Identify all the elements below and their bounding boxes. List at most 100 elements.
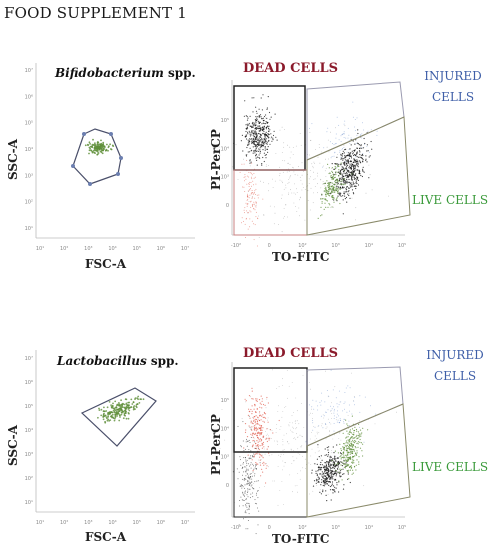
event-dot (321, 198, 323, 200)
event-dot (329, 466, 331, 468)
event-dot (255, 144, 257, 146)
event-dot (316, 484, 318, 486)
event-dot (349, 466, 351, 468)
y-tick-label: 10¹ (25, 226, 33, 232)
event-dot (355, 219, 356, 221)
event-dot (346, 161, 348, 163)
event-dot (119, 414, 121, 417)
event-dot (352, 140, 354, 142)
event-dot (247, 483, 249, 485)
event-dot (255, 494, 257, 496)
event-dot (251, 196, 253, 197)
event-dot (323, 183, 325, 185)
event-dot (336, 457, 338, 459)
event-dot (341, 155, 343, 157)
event-dot (343, 460, 345, 462)
event-dot (342, 180, 344, 182)
event-dot (349, 429, 351, 431)
event-dot (312, 399, 314, 401)
event-dot (246, 119, 249, 121)
event-dot (321, 459, 323, 461)
event-dot (333, 406, 334, 408)
event-dot (256, 480, 258, 482)
x-tick-label: -10² (231, 243, 241, 249)
event-dot (251, 130, 253, 132)
event-dot (338, 187, 340, 189)
event-dot (253, 420, 255, 422)
event-dot (356, 152, 358, 154)
event-dot (327, 451, 330, 454)
event-dot (325, 479, 327, 481)
event-dot (346, 450, 348, 452)
event-dot (323, 479, 325, 481)
event-dot (333, 460, 335, 462)
gate-handle[interactable] (88, 182, 92, 186)
event-dot (281, 126, 283, 128)
event-dot (336, 198, 338, 200)
gate-handle[interactable] (119, 156, 123, 160)
event-dot (325, 411, 326, 413)
event-dot (282, 441, 284, 442)
event-dot (314, 186, 316, 188)
event-dot (290, 429, 292, 431)
event-dot (257, 463, 259, 465)
event-dot (324, 202, 326, 204)
event-dot (262, 156, 264, 159)
event-dot (243, 479, 245, 481)
gate-handle[interactable] (116, 172, 120, 176)
event-dot (326, 446, 328, 449)
event-dot (292, 456, 294, 458)
event-dot (357, 443, 359, 445)
event-dot (359, 151, 361, 153)
event-dot (248, 201, 250, 203)
x-tick-label: 10³ (84, 520, 92, 526)
event-dot (334, 143, 336, 145)
event-dot (253, 408, 255, 410)
event-dot (295, 438, 297, 440)
event-dot (253, 143, 255, 145)
event-dot (325, 427, 327, 429)
event-dot (339, 186, 341, 189)
event-dot (374, 423, 376, 425)
event-dot (329, 204, 331, 206)
event-dot (353, 193, 355, 195)
gate-handle[interactable] (109, 132, 113, 136)
event-dot (343, 422, 345, 424)
event-dot (255, 423, 257, 425)
event-dot (314, 426, 316, 428)
gate-handle[interactable] (71, 164, 75, 168)
event-dot (299, 133, 301, 134)
event-dot (261, 444, 263, 446)
event-dot (361, 137, 363, 139)
event-dot (339, 461, 341, 463)
event-dot (244, 511, 246, 513)
event-dot (335, 171, 337, 173)
event-dot (127, 401, 130, 404)
event-dot (345, 437, 347, 439)
event-dot (248, 509, 250, 510)
event-dot (335, 172, 337, 174)
event-dot (312, 418, 313, 420)
event-dot (317, 172, 318, 174)
event-dot (249, 159, 251, 161)
event-dot (348, 458, 350, 460)
event-dot (330, 463, 332, 465)
event-dot (258, 144, 260, 147)
event-dot (261, 164, 263, 166)
event-dot (357, 164, 359, 166)
event-dot (260, 180, 261, 182)
event-dot (295, 397, 297, 399)
event-dot (259, 157, 260, 159)
event-dot (332, 173, 334, 175)
event-dot (329, 172, 330, 173)
event-dot (265, 434, 267, 436)
event-dot (268, 137, 270, 139)
event-dot (348, 140, 350, 142)
event-dot (255, 464, 257, 466)
event-dot (263, 152, 265, 154)
event-dot (348, 149, 350, 150)
event-dot (239, 483, 241, 484)
gate-handle[interactable] (82, 132, 86, 136)
event-dot (349, 451, 352, 453)
event-dot (347, 164, 349, 167)
